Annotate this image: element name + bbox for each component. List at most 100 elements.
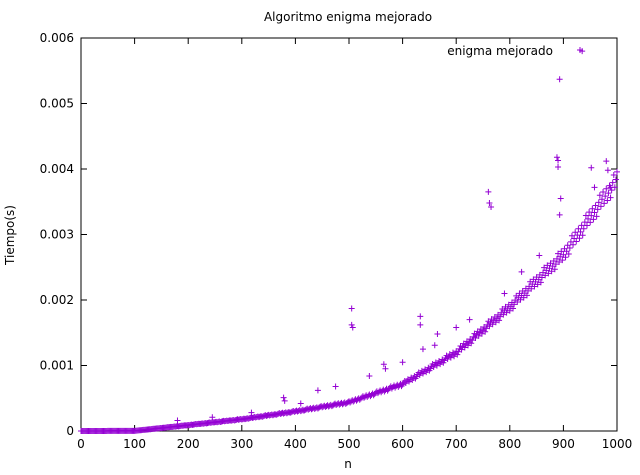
y-tick-label: 0.001 (40, 359, 74, 373)
data-point (528, 285, 535, 292)
y-tick-label: 0 (66, 424, 74, 438)
x-tick-label: 1000 (602, 437, 633, 451)
data-point (542, 272, 549, 279)
data-point (348, 321, 355, 328)
data-point (604, 167, 611, 174)
data-point (555, 164, 562, 171)
chart-title: Algoritmo enigma mejorado (264, 10, 432, 24)
x-tick-label: 600 (391, 437, 414, 451)
data-point (517, 296, 524, 303)
data-point (534, 281, 541, 288)
data-point (573, 238, 580, 245)
data-point (575, 225, 582, 232)
x-tick-label: 800 (498, 437, 521, 451)
data-point (548, 268, 555, 275)
y-tick-label: 0.005 (40, 97, 74, 111)
data-point (556, 259, 563, 266)
data-point (458, 346, 465, 353)
data-point (511, 301, 518, 308)
data-point (570, 241, 577, 248)
data-point (280, 394, 287, 401)
data-point (297, 400, 304, 407)
data-point (475, 332, 482, 339)
data-point (496, 317, 503, 324)
data-point (419, 346, 426, 353)
y-tick-label: 0.003 (40, 228, 74, 242)
data-point (556, 211, 563, 218)
data-point (579, 232, 586, 239)
data-point (566, 244, 573, 251)
data-point (600, 188, 607, 195)
data-point (453, 324, 460, 331)
data-point (557, 195, 564, 202)
data-point (518, 268, 525, 275)
data-point (248, 409, 255, 416)
data-point (461, 344, 468, 351)
data-point (510, 305, 517, 312)
data-point (583, 222, 590, 229)
data-point (590, 216, 597, 223)
data-point (417, 313, 424, 320)
data-point (483, 325, 490, 332)
y-axis: 0 0.001 0.002 0.003 0.004 0.005 0.006 (40, 31, 617, 438)
data-point (593, 213, 600, 220)
data-point (525, 287, 532, 294)
legend: enigma mejorado (447, 44, 583, 58)
x-tick-label: 300 (230, 437, 253, 451)
data-point (451, 353, 458, 360)
data-point (431, 342, 438, 349)
data-point (538, 274, 545, 281)
y-tick-label: 0.006 (40, 31, 74, 45)
x-tick-label: 400 (284, 437, 307, 451)
data-point (588, 164, 595, 171)
data-point (558, 248, 565, 255)
data-point (553, 255, 560, 262)
data-point (553, 154, 560, 161)
data-point (576, 235, 583, 242)
x-tick-label: 100 (123, 437, 146, 451)
data-point (549, 263, 556, 270)
data-point (497, 313, 504, 320)
data-point (607, 194, 614, 201)
data-point (555, 250, 562, 257)
data-point (348, 305, 355, 312)
data-point (598, 196, 605, 203)
data-point (595, 199, 602, 206)
data-point (455, 348, 462, 355)
data-point (523, 292, 530, 299)
data-point (559, 257, 566, 264)
data-point (588, 212, 595, 219)
data-point (603, 158, 610, 165)
data-point (469, 337, 476, 344)
data-point (592, 202, 599, 209)
data-point (594, 206, 601, 213)
data-point (537, 279, 544, 286)
data-point (500, 311, 507, 318)
data-point (556, 76, 563, 83)
data-point (610, 171, 617, 178)
data-point (591, 184, 598, 191)
data-point (489, 321, 496, 328)
x-tick-label: 700 (445, 437, 468, 451)
x-tick-label: 500 (338, 437, 361, 451)
data-point (486, 200, 493, 207)
data-point (520, 294, 527, 301)
data-point (562, 254, 569, 261)
data-point (482, 328, 489, 335)
data-point (366, 372, 373, 379)
data-point (478, 330, 485, 337)
data-point (434, 331, 441, 338)
data-point (417, 321, 424, 328)
data-point (578, 222, 585, 229)
data-point (555, 157, 562, 164)
data-point (468, 340, 475, 347)
data-point (603, 185, 610, 192)
data-point (612, 176, 619, 183)
y-tick-label: 0.002 (40, 293, 74, 307)
data-point (472, 334, 479, 341)
data-point (531, 283, 538, 290)
data-point (514, 299, 521, 306)
data-point (464, 342, 471, 349)
data-point (605, 190, 612, 197)
